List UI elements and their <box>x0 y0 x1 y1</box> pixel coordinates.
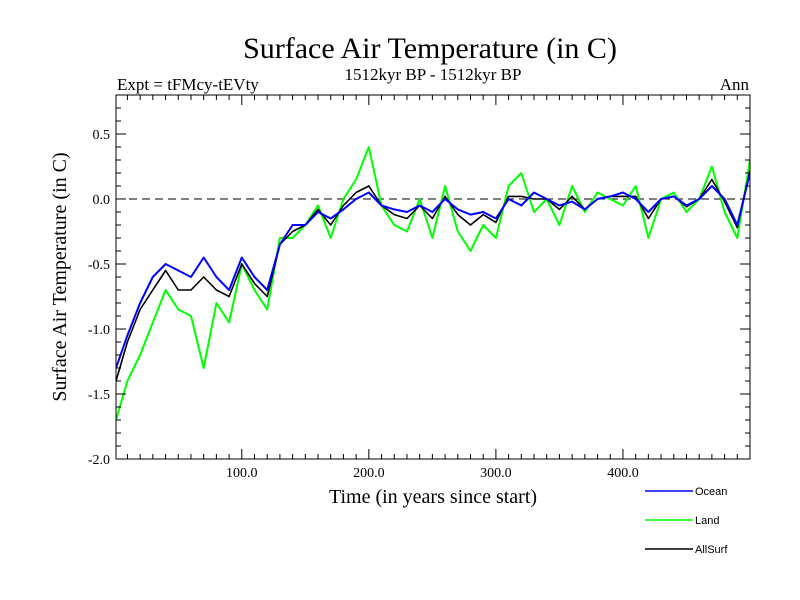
period-label: 1512kyr BP - 1512kyr BP <box>345 65 522 84</box>
experiment-label: Expt = tFMcy-tEVty <box>117 75 259 94</box>
series-line-allsurf <box>116 170 750 382</box>
x-tick-label: 300.0 <box>480 466 512 481</box>
y-axis-label: Surface Air Temperature (in C) <box>49 152 71 401</box>
y-tick-label: -2.0 <box>88 453 110 468</box>
x-tick-label: 100.0 <box>226 466 258 481</box>
x-axis-label: Time (in years since start) <box>329 486 537 508</box>
series-line-land <box>116 146 750 421</box>
y-tick-label: -1.5 <box>88 388 110 403</box>
legend-label-allsurf: AllSurf <box>695 544 728 556</box>
y-tick-label: -1.0 <box>88 323 110 338</box>
x-tick-label: 400.0 <box>607 466 639 481</box>
y-tick-label: 0.0 <box>93 193 111 208</box>
series-line-ocean <box>116 172 750 369</box>
chart-title: Surface Air Temperature (in C) <box>243 32 617 65</box>
x-tick-label: 200.0 <box>353 466 385 481</box>
plot-frame <box>115 94 751 460</box>
y-tick-label: 0.5 <box>93 128 111 143</box>
season-label: Ann <box>720 75 750 94</box>
legend-label-land: Land <box>695 515 719 527</box>
legend-label-ocean: Ocean <box>695 486 727 498</box>
y-tick-label: -0.5 <box>88 258 110 273</box>
